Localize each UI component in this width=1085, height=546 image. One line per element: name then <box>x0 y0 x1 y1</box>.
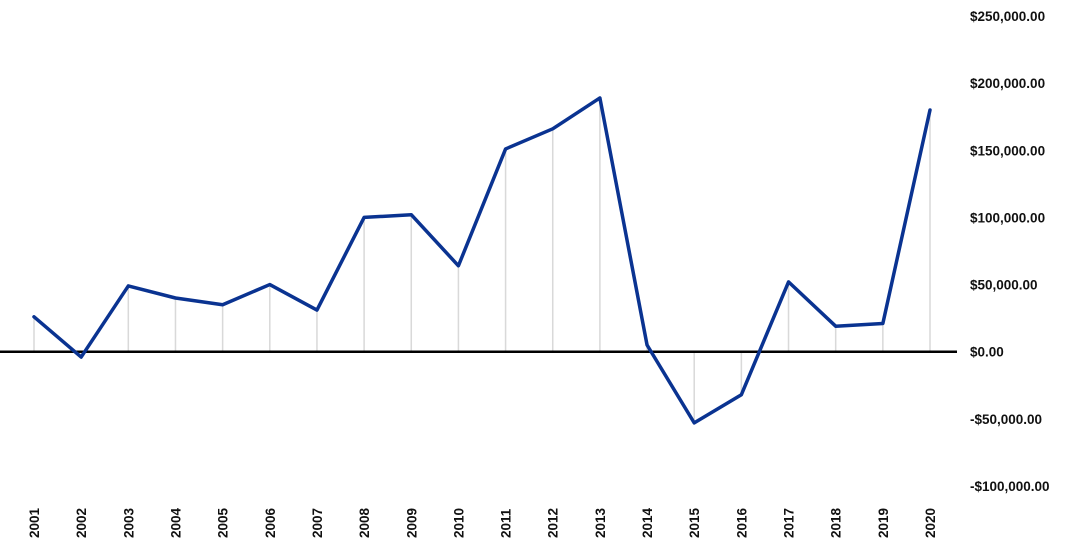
x-axis-labels: 2001 2002 2003 2004 2005 2006 2007 2008 2009 2010… <box>27 507 938 538</box>
x-tick-label: 2002 <box>74 508 89 538</box>
y-tick-label: $0.00 <box>970 345 1004 360</box>
y-tick-label: $250,000.00 <box>970 9 1045 24</box>
y-axis-labels: $250,000.00 $200,000.00 $150,000.00 $100,00… <box>970 9 1050 494</box>
y-tick-label: -$50,000.00 <box>970 412 1042 427</box>
x-tick-label: 2018 <box>829 507 844 538</box>
y-tick-label: $150,000.00 <box>970 143 1045 158</box>
y-tick-label: $200,000.00 <box>970 76 1045 91</box>
y-tick-label: -$100,000.00 <box>970 479 1050 494</box>
x-tick-label: 2014 <box>640 507 655 538</box>
x-tick-label: 2016 <box>734 507 749 538</box>
x-tick-label: 2015 <box>687 507 702 538</box>
x-tick-label: 2007 <box>310 508 325 538</box>
x-tick-label: 2012 <box>546 508 561 538</box>
x-tick-label: 2003 <box>121 507 136 538</box>
y-tick-label: $50,000.00 <box>970 278 1038 293</box>
x-tick-label: 2004 <box>168 507 183 538</box>
series-line <box>32 96 932 425</box>
y-tick-label: $100,000.00 <box>970 210 1045 225</box>
x-tick-label: 2020 <box>923 508 938 538</box>
x-tick-label: 2006 <box>263 507 278 538</box>
x-tick-label: 2005 <box>216 507 231 538</box>
x-tick-label: 2010 <box>451 508 466 538</box>
x-tick-label: 2009 <box>404 508 419 538</box>
x-tick-label: 2019 <box>876 508 891 538</box>
drop-lines <box>33 97 931 423</box>
x-tick-label: 2001 <box>27 507 42 538</box>
x-tick-label: 2013 <box>593 507 608 538</box>
x-tick-label: 2008 <box>357 507 372 538</box>
x-tick-label: 2011 <box>499 508 514 538</box>
x-tick-label: 2017 <box>782 508 797 538</box>
